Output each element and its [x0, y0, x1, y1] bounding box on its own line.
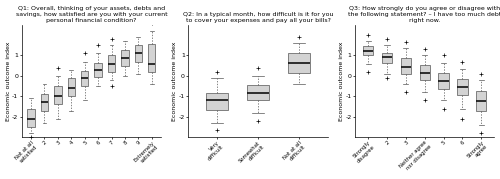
- PathPatch shape: [134, 45, 142, 62]
- PathPatch shape: [54, 86, 62, 105]
- Title: Q2: In a typical month, how difficult is it for you
to cover your expenses and p: Q2: In a typical month, how difficult is…: [183, 12, 334, 23]
- PathPatch shape: [476, 91, 486, 111]
- PathPatch shape: [148, 44, 156, 72]
- PathPatch shape: [247, 85, 270, 100]
- PathPatch shape: [68, 78, 75, 96]
- PathPatch shape: [81, 71, 88, 86]
- PathPatch shape: [457, 79, 468, 95]
- Y-axis label: Economic outcome index: Economic outcome index: [6, 41, 10, 121]
- PathPatch shape: [288, 53, 310, 73]
- Title: Q1: Overall, thinking of your assets, debts and
savings, how satisfied are you w: Q1: Overall, thinking of your assets, de…: [16, 6, 167, 23]
- PathPatch shape: [206, 93, 229, 110]
- PathPatch shape: [28, 109, 34, 127]
- Title: Q3: How strongly do you agree or disagree with
the following statement? – I have: Q3: How strongly do you agree or disagre…: [348, 6, 500, 23]
- PathPatch shape: [363, 46, 374, 55]
- Y-axis label: Economic outcome index: Economic outcome index: [172, 41, 177, 121]
- PathPatch shape: [108, 55, 115, 72]
- PathPatch shape: [438, 73, 448, 89]
- PathPatch shape: [94, 63, 102, 77]
- PathPatch shape: [121, 50, 128, 66]
- Y-axis label: Economic outcome index: Economic outcome index: [339, 41, 344, 121]
- PathPatch shape: [420, 65, 430, 80]
- PathPatch shape: [41, 94, 48, 111]
- PathPatch shape: [400, 59, 411, 74]
- PathPatch shape: [382, 53, 392, 63]
